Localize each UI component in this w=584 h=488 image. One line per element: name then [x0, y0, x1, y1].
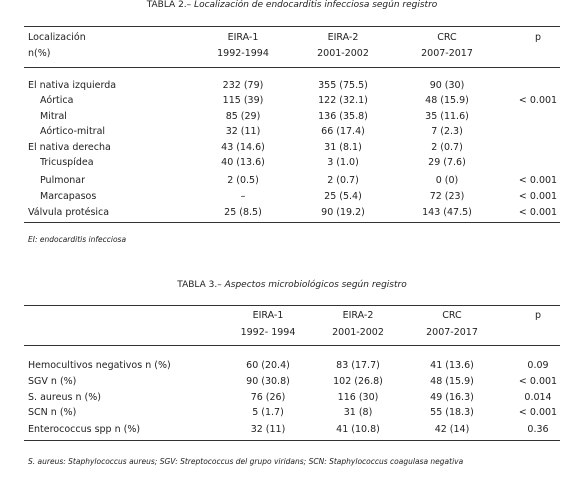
- header-cell: 1992- 1994: [240, 327, 296, 338]
- cell: 102 (26.8): [333, 376, 383, 387]
- cell: 48 (15.9): [425, 95, 469, 106]
- rule: [24, 26, 560, 27]
- header-cell: p: [534, 310, 542, 321]
- header-cell: 2007-2017: [426, 327, 478, 338]
- cell: 90 (19.2): [321, 207, 365, 218]
- header-cell: CRC: [437, 32, 457, 43]
- cell: 43 (14.6): [221, 142, 265, 153]
- rule: [24, 305, 560, 306]
- cell: 31 (8): [343, 407, 373, 418]
- cell: 90 (30): [429, 80, 465, 91]
- caption: TABLA 2.– Localización de endocarditis i…: [147, 0, 438, 10]
- row-label: Hemocultivos negativos n (%): [28, 360, 171, 371]
- header-cell: CRC: [442, 310, 462, 321]
- header-cell: Localización: [28, 32, 86, 43]
- row-label: S. aureus n (%): [28, 392, 101, 403]
- row-label: Tricuspídea: [40, 157, 94, 168]
- cell: 32 (11): [250, 424, 286, 435]
- cell: 72 (23): [429, 191, 465, 202]
- cell: 90 (30.8): [246, 376, 290, 387]
- cell: 48 (15.9): [430, 376, 474, 387]
- cell: 116 (30): [337, 392, 379, 403]
- cell: 83 (17.7): [336, 360, 380, 371]
- footnote: EI: endocarditis infecciosa: [28, 235, 127, 244]
- cell: 2 (0.5): [227, 175, 259, 186]
- cell: 41 (10.8): [336, 424, 380, 435]
- cell: 2 (0.7): [327, 175, 359, 186]
- cell: 115 (39): [222, 95, 264, 106]
- cell: 143 (47.5): [422, 207, 472, 218]
- row-label: SCN n (%): [28, 407, 77, 418]
- row-label: Aórtica: [40, 95, 74, 106]
- cell: 122 (32.1): [318, 95, 368, 106]
- cell: < 0.001: [518, 95, 558, 106]
- cell: 66 (17.4): [321, 126, 365, 137]
- cell: 85 (29): [225, 111, 261, 122]
- cell: 5 (1.7): [252, 407, 284, 418]
- header-cell: EIRA-2: [327, 32, 359, 43]
- row-label: Enterococcus spp n (%): [28, 424, 141, 435]
- cell: < 0.001: [518, 407, 558, 418]
- rule: [24, 440, 560, 441]
- cell: 232 (79): [222, 80, 264, 91]
- cell: 7 (2.3): [431, 126, 463, 137]
- row-label: Aórtico-mitral: [40, 126, 106, 137]
- cell: 42 (14): [434, 424, 470, 435]
- cell: 3 (1.0): [327, 157, 359, 168]
- cell: 55 (18.3): [430, 407, 474, 418]
- row-label: El nativa izquierda: [28, 80, 117, 91]
- row-label: El nativa derecha: [28, 142, 111, 153]
- caption-label: TABLA 3.–: [177, 280, 222, 290]
- cell: 0.014: [524, 392, 552, 403]
- cell: 49 (16.3): [430, 392, 474, 403]
- cell: 0 (0): [435, 175, 459, 186]
- caption-label: TABLA 2.–: [146, 0, 192, 10]
- cell: 355 (75.5): [318, 80, 368, 91]
- cell: 0.36: [527, 424, 549, 435]
- rule: [24, 67, 560, 68]
- cell: 2 (0.7): [431, 142, 463, 153]
- cell: < 0.001: [518, 191, 558, 202]
- footnote: S. aureus: Staphylococcus aureus; SGV: S…: [28, 457, 464, 466]
- cell: 41 (13.6): [430, 360, 474, 371]
- header-cell: EIRA-1: [252, 310, 284, 321]
- rule: [24, 222, 560, 223]
- header-cell: 1992-1994: [217, 48, 269, 59]
- cell: 136 (35.8): [318, 111, 368, 122]
- cell: 31 (8.1): [324, 142, 362, 153]
- header-cell: 2001-2002: [317, 48, 369, 59]
- cell: 76 (26): [250, 392, 286, 403]
- header-cell: EIRA-2: [342, 310, 374, 321]
- cell: < 0.001: [518, 207, 558, 218]
- row-label: Mitral: [40, 111, 67, 122]
- cell: 60 (20.4): [246, 360, 290, 371]
- caption-title: Localización de endocarditis infecciosa …: [194, 0, 438, 10]
- cell: 40 (13.6): [221, 157, 265, 168]
- caption-title: Aspectos microbiológicos según registro: [224, 280, 407, 290]
- cell: 35 (11.6): [425, 111, 469, 122]
- cell: –: [240, 191, 246, 202]
- header-cell: p: [534, 32, 542, 43]
- header-cell: 2001-2002: [332, 327, 384, 338]
- row-label: Válvula protésica: [28, 207, 110, 218]
- header-cell: n(%): [28, 48, 51, 59]
- rule: [24, 345, 560, 346]
- header-cell: EIRA-1: [227, 32, 259, 43]
- cell: 32 (11): [225, 126, 261, 137]
- row-label: Marcapasos: [40, 191, 97, 202]
- cell: < 0.001: [518, 175, 558, 186]
- cell: 29 (7.6): [428, 157, 466, 168]
- cell: 0.09: [527, 360, 549, 371]
- cell: 25 (5.4): [324, 191, 362, 202]
- row-label: SGV n (%): [28, 376, 77, 387]
- header-cell: 2007-2017: [421, 48, 473, 59]
- caption: TABLA 3.– Aspectos microbiológicos según…: [177, 280, 406, 290]
- row-label: Pulmonar: [40, 175, 86, 186]
- cell: 25 (8.5): [224, 207, 262, 218]
- cell: < 0.001: [518, 376, 558, 387]
